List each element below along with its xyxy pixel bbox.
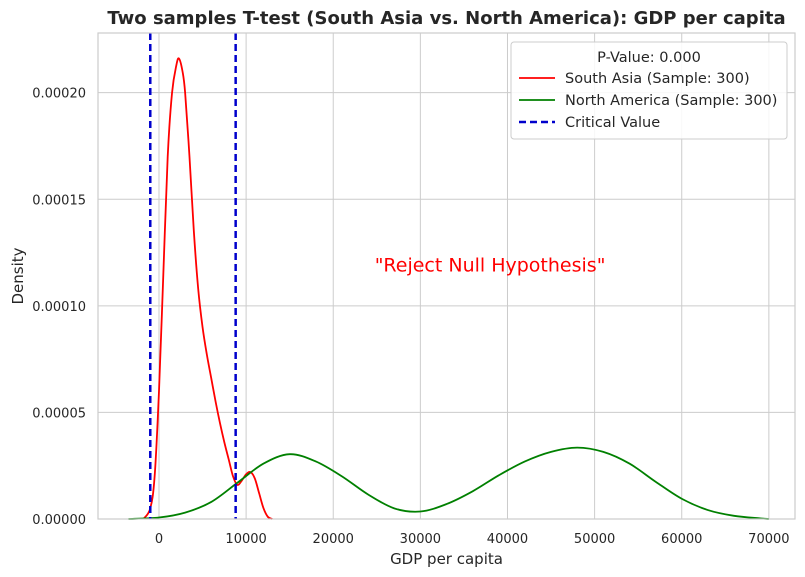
y-tick-label: 0.00005 [32, 406, 86, 421]
legend-label: Critical Value [565, 115, 660, 131]
y-tick-label: 0.00010 [32, 300, 86, 315]
y-tick-label: 0.00015 [32, 193, 86, 208]
x-tick-label: 20000 [313, 532, 354, 547]
x-tick-label: 30000 [400, 532, 441, 547]
series-layer [128, 57, 769, 520]
south-asia-density-line [142, 57, 273, 520]
legend: P-Value: 0.000 South Asia (Sample: 300) N… [510, 41, 788, 140]
legend-title: P-Value: 0.000 [597, 50, 701, 66]
legend-items: South Asia (Sample: 300) North America (S… [519, 71, 777, 131]
legend-critical-value: Critical Value [519, 115, 660, 131]
x-tick-label: 70000 [748, 532, 789, 547]
legend-north-america: North America (Sample: 300) [519, 93, 777, 109]
annotation-text: "Reject Null Hypothesis" [375, 255, 606, 277]
north-america-density-line [128, 446, 769, 520]
x-tick-labels: 0 10000 20000 30000 40000 50000 60000 70000 [155, 532, 790, 547]
y-tick-labels: 0.00000 0.00005 0.00010 0.00015 0.00020 [32, 87, 86, 528]
x-axis-label: GDP per capita [390, 550, 503, 568]
legend-south-asia: South Asia (Sample: 300) [519, 71, 750, 87]
legend-box [510, 41, 788, 140]
x-tick-label: 10000 [225, 532, 266, 547]
y-tick-label: 0.00020 [32, 87, 86, 102]
x-tick-label: 60000 [661, 532, 702, 547]
plot-frame [97, 32, 796, 520]
legend-label: North America (Sample: 300) [565, 93, 777, 109]
y-tick-label: 0.00000 [32, 513, 86, 528]
x-tick-label: 50000 [574, 532, 615, 547]
legend-label: South Asia (Sample: 300) [565, 71, 750, 87]
x-tick-label: 40000 [487, 532, 528, 547]
x-tick-label: 0 [155, 532, 163, 547]
y-axis-label: Density [9, 247, 27, 304]
y-gridlines [98, 92, 795, 520]
chart-title: Two samples T-test (South Asia vs. North… [107, 8, 785, 29]
critical-value-lines [149, 33, 237, 519]
